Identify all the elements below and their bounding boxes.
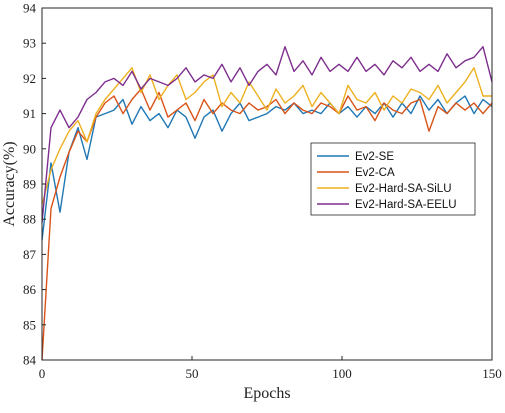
legend: Ev2-SE Ev2-CA Ev2-Hard-SA-SiLU Ev2-Hard-SA-… [310,142,476,216]
x-tick-label: 150 [482,366,502,381]
legend-label: Ev2-SE [355,151,394,163]
x-axis-title: Epochs [243,385,290,402]
x-tick-label: 0 [39,366,46,381]
y-tick-label: 89 [23,177,36,192]
y-tick-label: 93 [23,36,36,51]
y-tick-label: 91 [23,106,36,121]
legend-box [310,142,476,216]
y-tick-label: 87 [23,247,37,262]
y-axis-title: Accuracy(%) [1,141,18,226]
y-tick-label: 86 [23,282,37,297]
y-tick-label: 92 [23,71,36,86]
legend-label: Ev2-Hard-SA-EELU [355,199,457,211]
series-line-4 [41,46,493,223]
legend-label: Ev2-Hard-SA-SiLU [355,183,452,195]
x-tick-label: 100 [332,366,352,381]
axis-ticks: 0 50 100 150 84 85 86 87 88 89 90 91 92 93 94 [23,1,502,382]
series-line-3 [41,67,492,206]
x-tick-label: 50 [186,366,199,381]
legend-label: Ev2-CA [355,167,395,179]
y-tick-label: 88 [23,212,36,227]
series-line-1 [41,95,493,241]
series-lines [41,46,493,361]
y-tick-label: 85 [23,317,36,332]
y-tick-label: 90 [23,141,36,156]
y-tick-label: 84 [23,353,37,368]
y-tick-label: 94 [23,1,37,16]
series-line-2 [41,88,493,361]
